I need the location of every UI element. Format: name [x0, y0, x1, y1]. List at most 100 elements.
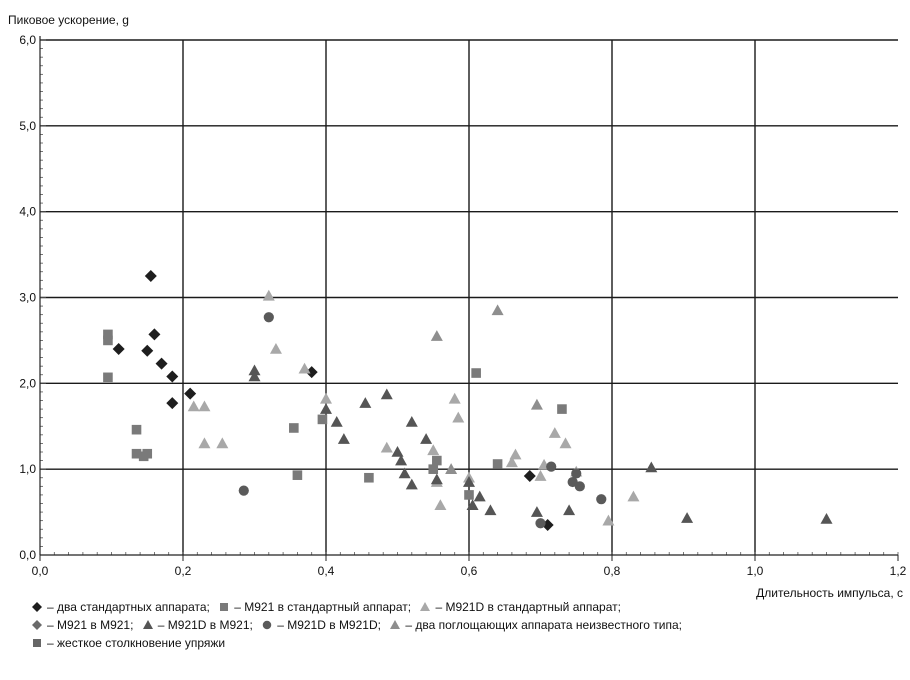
x-tick-label: 0,8 [604, 564, 621, 578]
data-point-series-0 [112, 343, 125, 355]
data-point-series-4 [484, 504, 497, 516]
data-point-series-5 [571, 468, 582, 479]
data-point-series-6 [445, 463, 458, 474]
legend-label: – M921D в M921D; [277, 618, 381, 632]
legend-item: – M921D в M921; [141, 618, 257, 632]
data-point-series-4 [380, 388, 393, 400]
data-point-series-2 [534, 470, 547, 481]
legend-marker [390, 620, 401, 629]
legend-label: – M921D в M921; [157, 618, 253, 632]
legend-marker [32, 602, 42, 612]
data-point-series-5 [596, 494, 607, 505]
data-point-series-4 [430, 473, 443, 485]
data-point-series-2 [509, 448, 522, 460]
data-point-series-2 [269, 343, 282, 354]
legend-item: – два поглощающих аппарата неизвестного … [388, 618, 686, 632]
scatter-chart: 0,0 0,2 0,4 0,6 0,8 1,0 1,2 0,0 1,0 2,0 3,0 4,0 5,0 6… [8, 13, 907, 600]
triangle-marker-icon [388, 619, 402, 631]
data-point-series-5 [546, 461, 557, 472]
legend-item: – M921 в стандартный аппарат; [217, 600, 415, 614]
data-point-series-2 [187, 400, 200, 412]
y-tick-label: 1,0 [19, 462, 36, 476]
data-point-series-0 [523, 470, 536, 483]
data-point-series-4 [405, 478, 418, 490]
legend-marker [142, 620, 153, 629]
square-marker-icon [30, 637, 44, 649]
data-point-series-2 [602, 514, 615, 526]
data-point-series-2 [434, 499, 447, 511]
data-point-series-4 [473, 490, 486, 502]
data-point-series-4 [391, 446, 404, 457]
data-point-series-1 [317, 414, 328, 425]
triangle-marker-icon [141, 619, 155, 631]
data-point-series-2 [627, 490, 640, 502]
legend-item: – жесткое столкновение упряжи [30, 636, 229, 650]
data-point-series-4 [337, 433, 350, 444]
data-point-series-1 [428, 464, 439, 474]
x-tick-label: 1,2 [890, 564, 907, 578]
data-point-series-1 [289, 423, 299, 433]
data-point-series-1 [432, 455, 442, 466]
data-point-series-2 [427, 444, 440, 456]
legend-line: – M921 в M921; – M921D в M921; – M921D в… [30, 616, 900, 634]
legend-item: – M921D в M921D; [260, 618, 385, 632]
y-tick-label: 2,0 [19, 376, 36, 390]
data-point-series-1 [364, 472, 374, 483]
x-tick-label: 0,4 [318, 564, 335, 578]
data-point-series-4 [463, 476, 475, 487]
data-point-series-2 [548, 427, 561, 438]
data-point-series-0 [305, 366, 318, 379]
data-point-series-4 [405, 415, 418, 427]
axes [39, 36, 899, 561]
data-point-series-2 [198, 437, 211, 449]
y-tick-label: 0,0 [19, 548, 36, 562]
data-point-series-1 [131, 424, 142, 435]
data-point-series-1 [492, 459, 503, 469]
data-point-series-2 [198, 400, 211, 412]
x-tick-label: 0,2 [175, 564, 192, 578]
legend-label: – M921 в M921; [47, 618, 134, 632]
x-tick-label: 0,0 [32, 564, 49, 578]
data-point-series-5 [574, 481, 585, 492]
tick-labels: 0,0 0,2 0,4 0,6 0,8 1,0 1,2 0,0 1,0 2,0 3,0 4,0 5,0 6… [19, 33, 906, 578]
data-point-series-4 [398, 467, 411, 479]
data-point-series-2 [448, 392, 461, 404]
data-point-series-1 [464, 490, 474, 500]
data-point-series-4 [320, 403, 332, 414]
diamond-marker-icon [30, 619, 44, 631]
data-point-series-6 [530, 398, 543, 410]
data-point-series-0 [166, 370, 179, 383]
legend-line: – жесткое столкновение упряжи [30, 634, 900, 652]
legend-label: – два стандартных аппарата; [47, 600, 210, 614]
data-point-series-1 [471, 368, 481, 378]
data-point-series-1 [557, 404, 567, 414]
data-point-series-6 [491, 304, 504, 316]
data-point-series-0 [141, 344, 154, 357]
legend-label: – M921D в стандартный аппарат; [435, 600, 621, 614]
legend-marker [33, 639, 41, 647]
data-point-series-4 [359, 397, 372, 408]
data-point-series-5 [263, 312, 274, 323]
data-point-series-4 [466, 499, 479, 511]
legend: – два стандартных аппарата; – M921 в ста… [30, 598, 900, 652]
data-point-series-4 [395, 454, 408, 466]
circle-marker-icon [260, 619, 274, 631]
data-point-series-1 [103, 329, 113, 340]
legend-item: – M921 в M921; [30, 618, 137, 632]
data-point-series-4 [248, 364, 261, 376]
legend-label: – M921 в стандартный аппарат; [234, 600, 412, 614]
data-point-series-4 [563, 504, 576, 516]
data-point-series-1 [103, 372, 113, 383]
data-point-series-0 [184, 387, 197, 400]
data-point-series-4 [530, 506, 543, 517]
data-point-series-2 [452, 411, 465, 423]
data-point-series-0 [166, 397, 179, 410]
grid-lines [40, 39, 898, 555]
data-point-series-6 [430, 330, 443, 341]
data-point-series-0 [155, 357, 168, 370]
y-axis-title: Пиковое ускорение, g [8, 13, 129, 27]
data-point-series-2 [262, 289, 275, 301]
y-tick-label: 4,0 [19, 205, 36, 219]
data-point-series-1 [131, 448, 142, 459]
data-point-series-2 [559, 437, 572, 449]
